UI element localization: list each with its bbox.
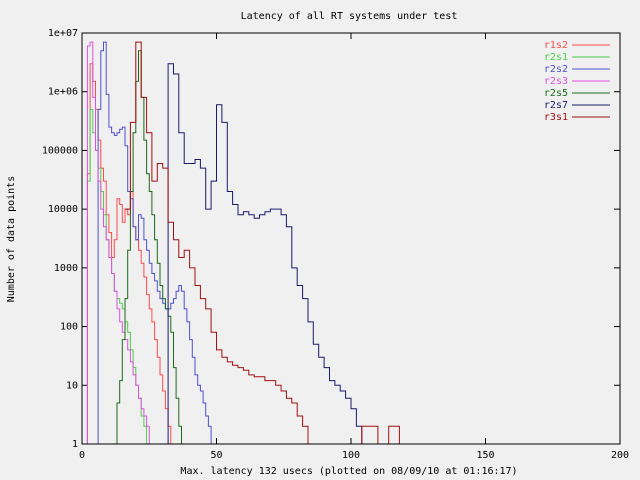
series-r2s2-line <box>95 41 238 445</box>
chart-title: Latency of all RT systems under test <box>241 11 458 22</box>
series-lines <box>84 41 438 445</box>
x-tick-label: 100 <box>342 450 360 461</box>
y-tick-label: 100000 <box>42 145 78 156</box>
x-tick-label: 150 <box>476 450 494 461</box>
y-tick-label: 1e+06 <box>48 87 78 98</box>
x-tick-label: 200 <box>611 450 629 461</box>
plot-frame <box>81 32 621 445</box>
legend-label-r2s7: r2s7 <box>544 100 568 111</box>
y-tick-label: 1e+07 <box>48 28 78 39</box>
series-r2s3-line <box>84 41 155 445</box>
y-tick-label: 1000 <box>54 263 78 274</box>
x-tick-label: 50 <box>210 450 222 461</box>
x-tick-label: 0 <box>79 450 85 461</box>
y-axis-label: Number of data points <box>6 176 17 302</box>
y-tick-label: 1 <box>72 439 78 450</box>
legend-label-r1s2: r1s2 <box>544 40 568 51</box>
legend-label-r3s1: r3s1 <box>544 112 568 123</box>
plot-background <box>82 33 620 444</box>
legend-label-r2s1: r2s1 <box>544 52 568 63</box>
series-r3s1-line <box>125 41 438 445</box>
y-tick-label: 100 <box>60 322 78 333</box>
legend-label-r2s5: r2s5 <box>544 88 568 99</box>
y-tick-label: 10 <box>66 380 78 391</box>
legend-label-r2s2: r2s2 <box>544 64 568 75</box>
y-tick-label: 10000 <box>48 204 78 215</box>
legend-label-r2s3: r2s3 <box>544 76 568 87</box>
series-r2s5-line <box>114 50 182 445</box>
x-axis-label: Max. latency 132 usecs (plotted on 08/09… <box>180 466 517 477</box>
